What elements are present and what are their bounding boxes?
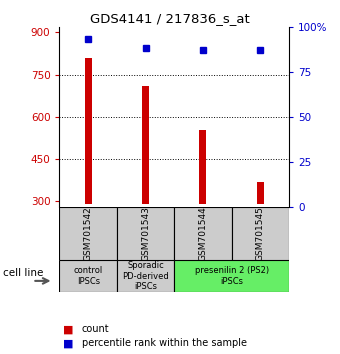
Bar — [117, 207, 174, 260]
Text: ■: ■ — [63, 324, 73, 334]
Bar — [59, 207, 117, 260]
Text: GDS4141 / 217836_s_at: GDS4141 / 217836_s_at — [90, 12, 250, 25]
Bar — [85, 58, 92, 204]
Text: GSM701544: GSM701544 — [199, 206, 207, 261]
Bar — [257, 182, 264, 204]
Text: Sporadic
PD-derived
iPSCs: Sporadic PD-derived iPSCs — [122, 261, 169, 291]
Text: GSM701545: GSM701545 — [256, 206, 265, 261]
Bar — [117, 260, 174, 292]
Text: cell line: cell line — [3, 268, 44, 278]
Bar — [174, 207, 232, 260]
Bar — [59, 260, 117, 292]
Bar — [232, 207, 289, 260]
Text: control
IPSCs: control IPSCs — [73, 267, 103, 286]
Text: ■: ■ — [63, 338, 73, 348]
Text: count: count — [82, 324, 109, 334]
Bar — [174, 260, 289, 292]
Bar — [142, 86, 149, 204]
Bar — [200, 130, 206, 204]
Text: presenilin 2 (PS2)
iPSCs: presenilin 2 (PS2) iPSCs — [194, 267, 269, 286]
Text: percentile rank within the sample: percentile rank within the sample — [82, 338, 246, 348]
Text: GSM701543: GSM701543 — [141, 206, 150, 261]
Text: GSM701542: GSM701542 — [84, 206, 93, 261]
